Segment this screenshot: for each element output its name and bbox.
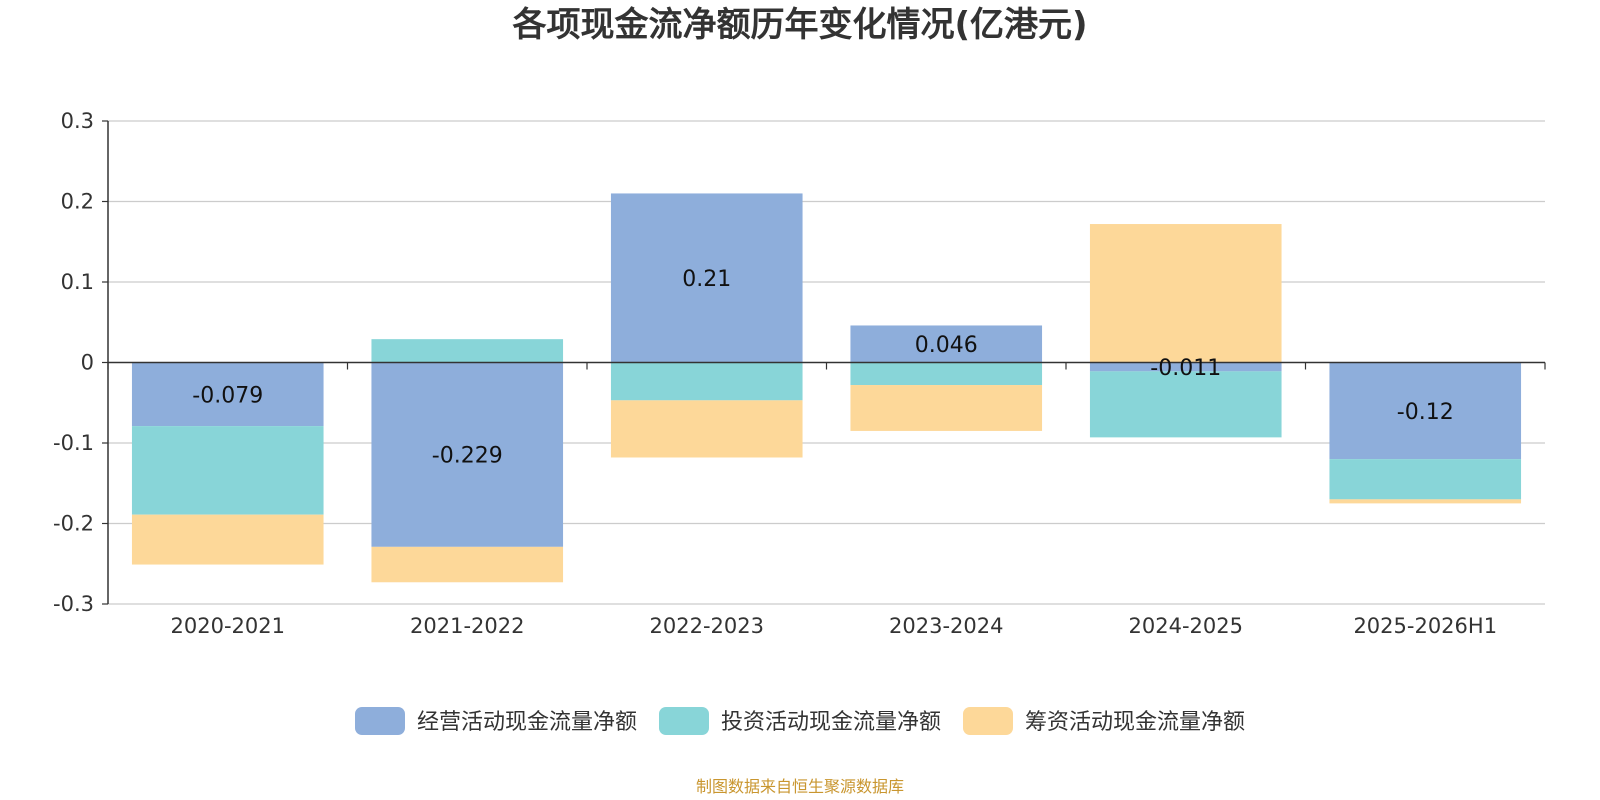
bar-1-2023-2024[interactable] [850,325,1043,363]
y-tick-label: -0.2 [53,512,94,536]
data-label: -0.079 [192,383,263,408]
y-tick-label: -0.1 [53,431,94,455]
bar-2-2022-2023[interactable] [610,362,803,401]
legend-item-1[interactable]: 经营活动现金流量净额 [355,707,637,735]
bar-3-2020-2021[interactable] [131,514,324,565]
legend-swatch [963,707,1013,735]
data-label: -0.229 [432,444,503,469]
bar-2-2025-2026H1[interactable] [1329,459,1522,500]
y-tick-label: 0.2 [61,190,94,214]
legend-label: 投资活动现金流量净额 [721,710,941,735]
legend-label: 经营活动现金流量净额 [417,710,637,735]
y-tick-label: 0 [81,351,94,375]
x-tick-label: 2024-2025 [1129,614,1243,638]
x-tick-label: 2022-2023 [650,614,764,638]
legend-item-3[interactable]: 筹资活动现金流量净额 [963,707,1245,735]
bar-1-2021-2022[interactable] [371,362,564,547]
bar-2-2020-2021[interactable] [131,426,324,515]
data-labels: -0.079 -0.229 0.21 0.046 -0.011 -0.12 [192,267,1453,469]
bar-2-2024-2025[interactable] [1089,371,1282,438]
legend-item-2[interactable]: 投资活动现金流量净额 [659,707,941,735]
bar-3-2024-2025[interactable] [1089,224,1282,363]
x-tick-label: 2020-2021 [171,614,285,638]
source-note: 制图数据来自恒生聚源数据库 [696,777,904,796]
data-label: -0.011 [1150,356,1221,381]
bar-3-2023-2024[interactable] [850,385,1043,431]
data-label: -0.12 [1397,400,1454,425]
bar-1-2024-2025[interactable] [1089,362,1282,372]
x-tick-label: 2023-2024 [889,614,1003,638]
y-tick-label: -0.3 [53,592,94,616]
bar-1-2022-2023[interactable] [610,193,803,363]
bar-3-2021-2022[interactable] [371,546,564,583]
data-label: 0.046 [915,333,978,358]
bar-1-2025-2026H1[interactable] [1329,362,1522,460]
data-label: 0.21 [682,267,731,292]
bars [131,193,1522,583]
y-tick-label: 0.3 [61,109,94,133]
bar-2-2021-2022[interactable] [371,339,564,363]
x-tick-label: 2021-2022 [410,614,524,638]
grid-lines [108,120,1545,605]
legend[interactable]: 经营活动现金流量净额 投资活动现金流量净额 筹资活动现金流量净额 [355,707,1245,735]
chart-title: 各项现金流净额历年变化情况(亿港元) [512,5,1087,45]
axes: 0.3 0.2 0.1 0 -0.1 -0.2 -0.3 2020-2021 2021-2022… [53,109,1546,638]
bar-2-2023-2024[interactable] [850,362,1043,386]
bar-1-2020-2021[interactable] [131,362,324,427]
bar-3-2022-2023[interactable] [610,400,803,458]
x-tick-label: 2025-2026H1 [1353,614,1497,638]
legend-swatch [659,707,709,735]
bar-3-2025-2026H1[interactable] [1329,499,1522,504]
legend-swatch [355,707,405,735]
y-tick-label: 0.1 [61,270,94,294]
legend-label: 筹资活动现金流量净额 [1025,710,1245,735]
